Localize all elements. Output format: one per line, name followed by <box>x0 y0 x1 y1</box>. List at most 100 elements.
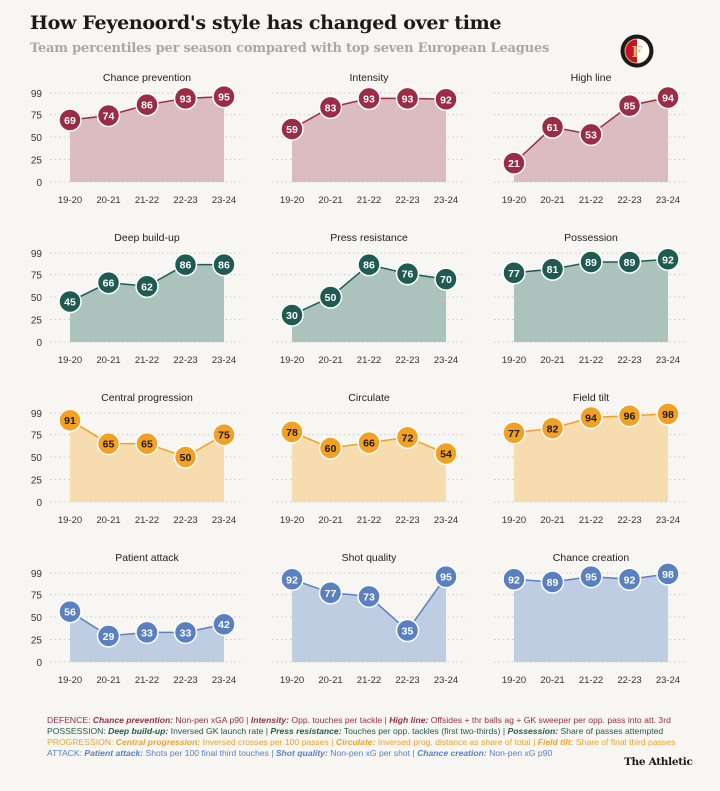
area-fill <box>292 98 446 182</box>
data-label: 92 <box>624 574 636 586</box>
data-marker <box>540 416 565 441</box>
x-tick-label: 20-21 <box>318 195 342 206</box>
data-marker <box>357 86 381 111</box>
y-tick-label: 75 <box>31 431 43 442</box>
data-marker <box>173 252 198 277</box>
data-point: 33 <box>173 620 198 645</box>
data-marker <box>135 620 159 645</box>
chart-title: Intensity <box>349 72 389 84</box>
data-marker <box>502 421 526 445</box>
y-tick-label: 75 <box>31 591 43 602</box>
data-marker <box>58 289 82 314</box>
separator: | <box>410 748 418 758</box>
data-point: 91 <box>58 408 82 432</box>
data-point: 77 <box>502 261 526 285</box>
data-label: 50 <box>325 292 337 304</box>
footnotes: DEFENCE: Chance prevention: Non-pen xGA … <box>47 715 675 759</box>
data-marker <box>579 250 603 274</box>
x-tick-label: 21-22 <box>357 675 381 686</box>
chart-panel-field-tilt: Field tilt 77 19-20 82 20-21 94 21-22 96 22-23 98… <box>466 388 689 533</box>
chart-title: Chance creation <box>553 552 630 564</box>
data-point: 65 <box>135 431 159 456</box>
x-tick-label: 19-20 <box>58 675 82 686</box>
data-marker <box>395 261 420 286</box>
data-marker <box>280 303 304 327</box>
separator: | <box>263 726 271 736</box>
chart-title: Field tilt <box>573 392 609 404</box>
metric-name: Chance creation: <box>417 748 487 758</box>
x-tick-label: 22-23 <box>395 355 419 366</box>
x-tick-label: 22-23 <box>617 515 641 526</box>
data-marker <box>434 267 458 291</box>
data-point: 21 <box>502 151 526 175</box>
data-point: 73 <box>357 584 381 609</box>
x-tick-label: 23-24 <box>656 195 680 206</box>
footnote-attack: ATTACK: Patient attack: Shots per 100 fi… <box>47 748 675 759</box>
data-marker <box>318 285 343 309</box>
x-tick-label: 23-24 <box>656 515 680 526</box>
data-marker <box>434 564 458 589</box>
data-point: 78 <box>280 420 304 444</box>
y-tick-label: 50 <box>31 293 43 304</box>
separator: | <box>328 737 336 747</box>
chart-svg: High line 21 19-20 61 20-21 53 21-22 85 22-23 94 2… <box>494 72 689 206</box>
x-tick-label: 22-23 <box>173 675 197 686</box>
data-label: 98 <box>662 409 674 421</box>
data-marker <box>212 84 236 109</box>
data-label: 92 <box>508 574 520 586</box>
area-fill <box>70 420 224 502</box>
data-point: 92 <box>656 247 680 272</box>
chart-panel-chance-prevention: Chance prevention 99 75 50 25 0 69 19-20 74 20-21… <box>22 68 245 213</box>
x-tick-label: 21-22 <box>579 195 603 206</box>
data-point: 66 <box>96 270 121 295</box>
chart-panel-circulate: Circulate 78 19-20 60 20-21 66 21-22 72 22-23 54 2… <box>244 388 467 533</box>
y-tick-label: 75 <box>31 271 43 282</box>
data-marker <box>656 247 680 272</box>
data-label: 72 <box>402 432 414 444</box>
data-point: 85 <box>617 93 642 118</box>
data-label: 75 <box>218 430 230 442</box>
data-marker <box>96 103 121 128</box>
data-label: 70 <box>440 274 452 286</box>
data-label: 95 <box>585 572 597 584</box>
separator: | <box>530 737 538 747</box>
data-point: 66 <box>357 430 381 455</box>
y-tick-label: 0 <box>36 498 42 509</box>
data-point: 93 <box>357 86 381 111</box>
data-label: 69 <box>64 115 76 127</box>
chart-svg: Chance creation 92 19-20 89 20-21 95 21-22 92 22… <box>494 552 689 686</box>
data-label: 93 <box>402 93 414 105</box>
x-tick-label: 21-22 <box>135 355 159 366</box>
data-point: 86 <box>212 252 236 277</box>
chart-title: Circulate <box>348 392 390 404</box>
data-marker <box>502 567 526 592</box>
x-tick-label: 21-22 <box>357 355 381 366</box>
x-tick-label: 23-24 <box>434 355 458 366</box>
y-tick-label: 99 <box>31 249 43 260</box>
x-tick-label: 23-24 <box>212 195 236 206</box>
data-marker <box>540 257 565 281</box>
separator: | <box>500 726 508 736</box>
metric-name: Chance prevention: <box>92 715 174 725</box>
svg-text:F: F <box>632 43 643 61</box>
data-label: 73 <box>363 591 375 603</box>
data-label: 81 <box>547 264 559 276</box>
data-label: 74 <box>103 110 115 122</box>
x-tick-label: 23-24 <box>656 355 680 366</box>
footnote-defence: DEFENCE: Chance prevention: Non-pen xGA … <box>47 715 675 726</box>
chart-title: Deep build-up <box>114 232 180 244</box>
data-point: 77 <box>502 421 526 445</box>
data-marker <box>395 425 420 450</box>
footnote-prefix: PROGRESSION: <box>47 737 116 747</box>
data-label: 53 <box>585 129 597 141</box>
metric-name: Field tilt: <box>537 737 574 747</box>
chart-svg: Deep build-up 99 75 50 25 0 45 19-20 66 20-21 62 21… <box>31 232 245 366</box>
data-label: 60 <box>325 443 337 455</box>
y-tick-label: 99 <box>31 569 43 580</box>
data-point: 54 <box>434 441 458 466</box>
data-marker <box>135 274 159 299</box>
data-label: 35 <box>402 626 414 638</box>
data-point: 98 <box>656 402 680 426</box>
data-marker <box>617 567 642 592</box>
chart-title: High line <box>571 72 612 84</box>
